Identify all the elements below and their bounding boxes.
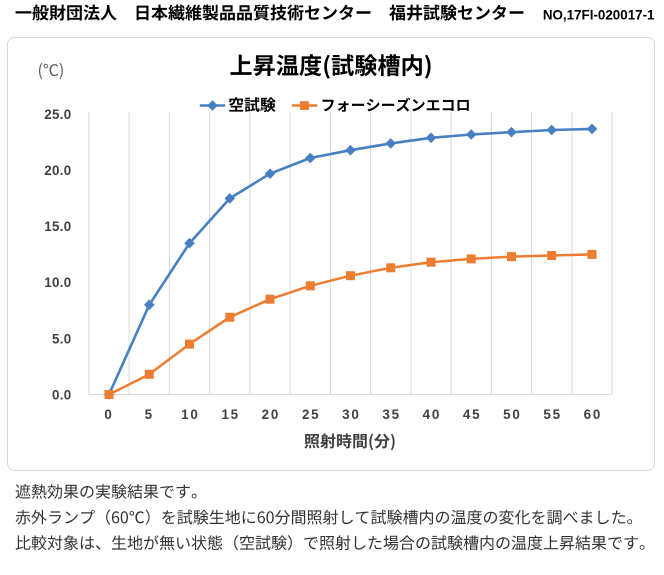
svg-text:NO,17FI-020017-1: NO,17FI-020017-1 bbox=[543, 7, 655, 22]
svg-text:20.0: 20.0 bbox=[44, 163, 71, 178]
svg-text:15.0: 15.0 bbox=[44, 219, 71, 234]
svg-text:5.0: 5.0 bbox=[52, 331, 72, 346]
svg-text:10.0: 10.0 bbox=[44, 275, 71, 290]
svg-text:0: 0 bbox=[104, 407, 113, 422]
svg-text:0.0: 0.0 bbox=[52, 387, 72, 402]
svg-text:35: 35 bbox=[382, 407, 401, 422]
svg-text:15: 15 bbox=[221, 407, 240, 422]
svg-text:10: 10 bbox=[181, 407, 200, 422]
svg-text:30: 30 bbox=[342, 407, 361, 422]
svg-text:45: 45 bbox=[463, 407, 482, 422]
svg-text:60: 60 bbox=[584, 407, 603, 422]
svg-text:55: 55 bbox=[543, 407, 562, 422]
svg-text:25.0: 25.0 bbox=[44, 107, 71, 122]
svg-text:40: 40 bbox=[423, 407, 442, 422]
svg-text:5: 5 bbox=[145, 407, 154, 422]
svg-text:20: 20 bbox=[262, 407, 281, 422]
svg-text:25: 25 bbox=[302, 407, 321, 422]
svg-text:50: 50 bbox=[503, 407, 522, 422]
